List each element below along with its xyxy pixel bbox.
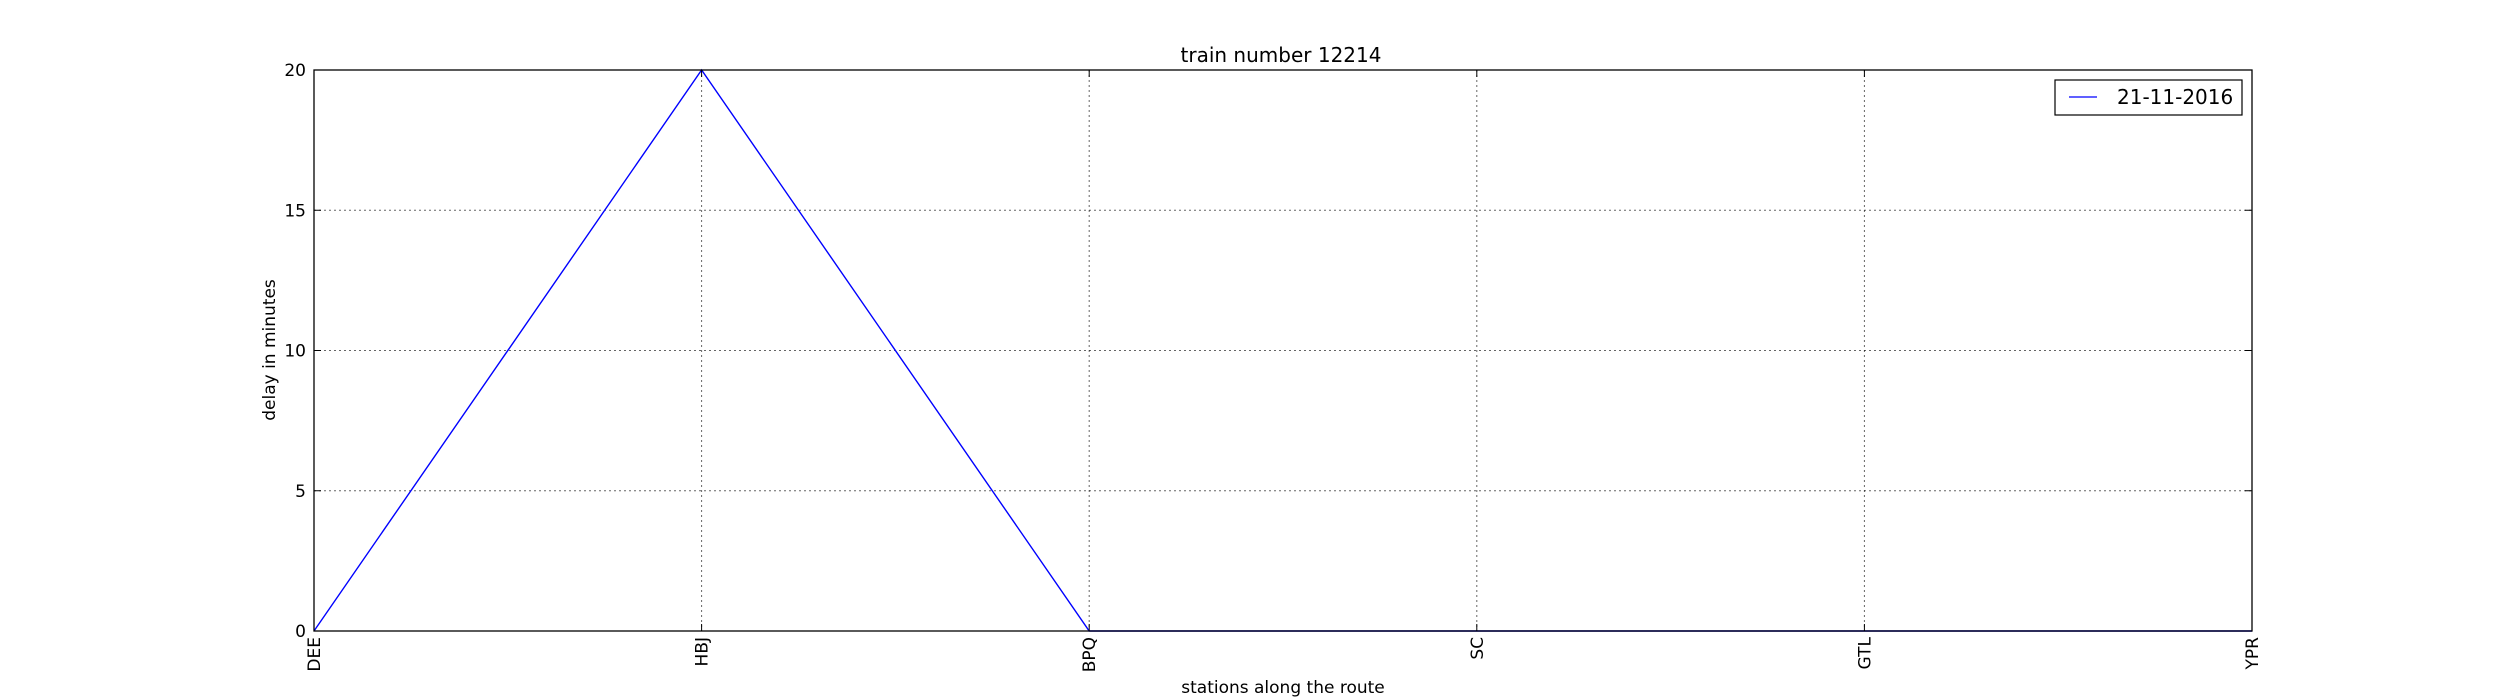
y-tick-label: 20 bbox=[284, 61, 306, 81]
y-tick-label: 10 bbox=[284, 342, 306, 362]
grid-lines bbox=[313, 69, 2253, 632]
x-tick-label: BPQ bbox=[1080, 637, 1100, 672]
y-tick-label: 0 bbox=[295, 622, 306, 642]
legend-label: 21-11-2016 bbox=[2117, 85, 2233, 109]
legend: 21-11-2016 bbox=[2054, 79, 2243, 116]
x-tick-label: YPR bbox=[2243, 637, 2263, 671]
axis-ticks: DEE HBJ BPQ SC GTL YPR 0 5 10 15 20 bbox=[284, 61, 2263, 672]
x-tick-label: DEE bbox=[305, 637, 325, 672]
x-tick-label: GTL bbox=[1855, 636, 1875, 669]
chart-title: train number 12214 bbox=[1181, 43, 1382, 67]
y-axis-label: delay in minutes bbox=[260, 279, 280, 421]
x-tick-label: HBJ bbox=[693, 637, 713, 666]
y-tick-label: 5 bbox=[295, 482, 306, 502]
x-tick-label: SC bbox=[1468, 637, 1488, 660]
y-tick-label: 15 bbox=[284, 201, 306, 221]
x-axis-label: stations along the route bbox=[1181, 678, 1385, 698]
